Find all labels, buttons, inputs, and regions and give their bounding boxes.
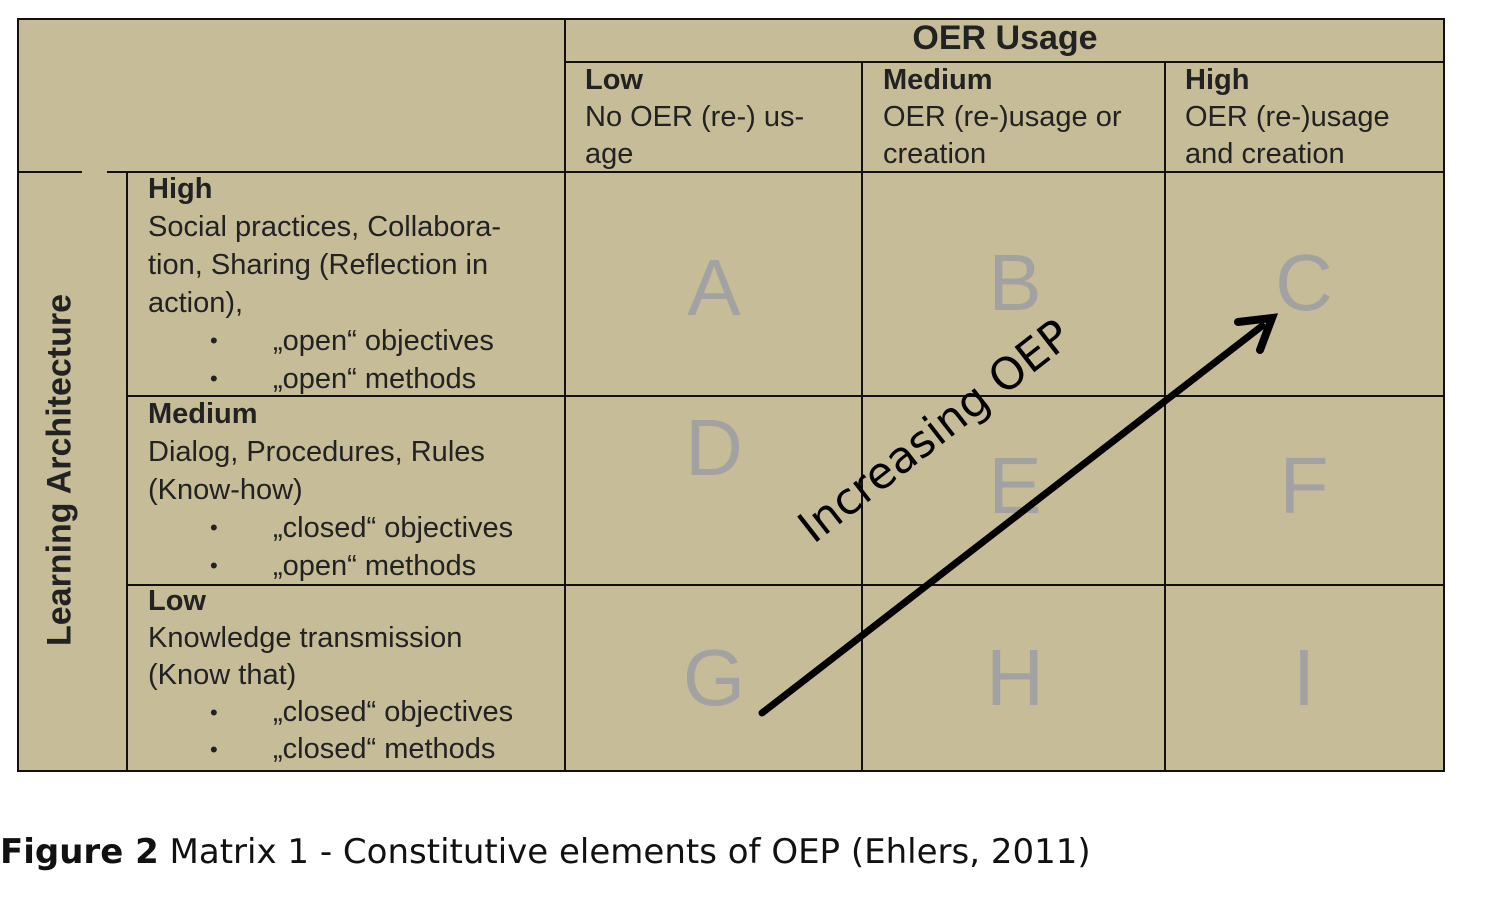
column-level-label: Low	[585, 64, 643, 96]
column-level-desc: age	[585, 138, 634, 170]
column-level-desc: OER (re-)usage or	[883, 101, 1122, 133]
row-header-high: High Social practices, Collabora- tion, …	[148, 170, 501, 398]
row-level-desc: tion, Sharing (Reflection in	[148, 249, 489, 281]
row-bullet: „closed“ objectives	[148, 509, 513, 547]
row-bullet: „closed“ objectives	[148, 694, 513, 731]
row-level-desc: (Know-how)	[148, 474, 303, 506]
row-level-desc: Knowledge transmission	[148, 622, 463, 654]
column-level-desc: No OER (re-) us-	[585, 101, 805, 133]
figure-caption: Figure 2 Matrix 1 - Constitutive element…	[0, 832, 1091, 872]
column-level-desc: creation	[883, 138, 987, 170]
column-level-desc: and creation	[1185, 138, 1345, 170]
grid-line	[565, 61, 1445, 63]
column-header-medium: Medium OER (re-)usage or creation	[883, 62, 1122, 173]
column-header-high: High OER (re-)usage and creation	[1185, 62, 1390, 173]
row-header-low: Low Knowledge transmission (Know that) „…	[148, 583, 513, 768]
row-level-desc: Dialog, Procedures, Rules	[148, 436, 485, 468]
cell-letter: D	[685, 403, 743, 492]
cell-letter: C	[1275, 238, 1333, 327]
row-header-medium: Medium Dialog, Procedures, Rules (Know-h…	[148, 395, 513, 585]
row-level-desc: (Know that)	[148, 659, 297, 691]
grid-line	[861, 62, 863, 772]
grid-line	[126, 172, 128, 772]
grid-line	[1164, 62, 1166, 772]
grid-line	[127, 584, 1445, 586]
caption-label: Figure 2	[0, 832, 159, 872]
cell-letter: F	[1279, 441, 1329, 530]
row-level-label: Medium	[148, 398, 258, 430]
column-level-label: Medium	[883, 64, 993, 96]
grid-line	[17, 171, 82, 173]
row-level-label: High	[148, 173, 213, 205]
column-header-low: Low No OER (re-) us- age	[585, 62, 804, 173]
cell-letter: H	[986, 633, 1044, 722]
row-bullet: „closed“ methods	[148, 731, 513, 768]
column-axis-title: OER Usage	[912, 19, 1098, 57]
cell-letter: B	[988, 238, 1042, 327]
column-level-desc: OER (re-)usage	[1185, 101, 1390, 133]
cell-letter: E	[988, 441, 1042, 530]
grid-line	[127, 395, 1445, 397]
row-bullet: „open“ methods	[148, 547, 513, 585]
row-bullet: „open“ methods	[148, 360, 501, 398]
cell-letter: G	[682, 633, 746, 722]
grid-line	[107, 171, 1445, 173]
row-level-desc: action),	[148, 287, 244, 319]
cell-letter: I	[1292, 633, 1316, 722]
column-level-label: High	[1185, 64, 1250, 96]
caption-text: Matrix 1 - Constitutive elements of OEP …	[158, 832, 1091, 872]
row-bullet: „open“ objectives	[148, 322, 501, 360]
row-level-desc: Social practices, Collabora-	[148, 211, 501, 243]
row-level-label: Low	[148, 585, 206, 617]
cell-letter: A	[687, 243, 741, 332]
